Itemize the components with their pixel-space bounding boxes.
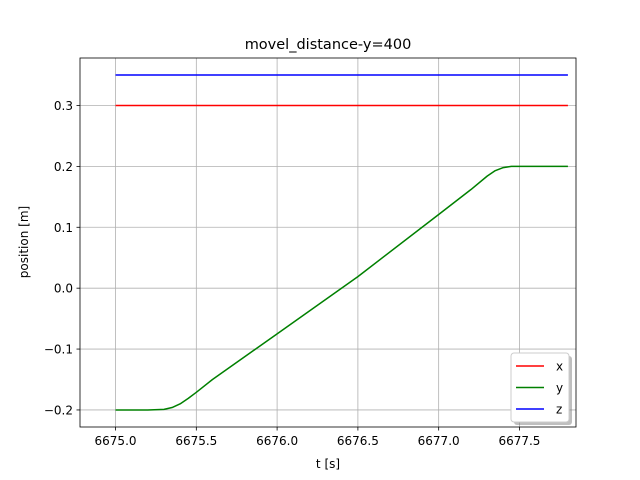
legend-label-y: y [556,381,563,395]
axis-ticks: 6675.0 6675.5 6676.0 6676.5 6677.0 6677.5 −0.2… [44,99,541,448]
y-tick-label: 0.3 [54,99,73,113]
y-tick-label: −0.1 [44,343,73,357]
grid-lines [80,58,576,427]
x-tick-label: 6675.5 [175,434,217,448]
y-tick-label: 0.0 [54,282,73,296]
y-axis-label: position [m] [17,206,31,278]
plot-lines [115,74,568,411]
series-line-y [115,165,568,411]
plot-frame [79,57,577,428]
x-tick-label: 6677.5 [498,434,540,448]
chart-title: movel_distance-y=400 [245,37,412,53]
x-tick-label: 6675.0 [95,434,137,448]
y-tick-label: −0.2 [44,403,73,417]
y-tick-label: 0.1 [54,221,73,235]
x-axis-label: t [s] [316,457,340,471]
legend-label-z: z [556,403,562,417]
x-tick-label: 6676.5 [337,434,379,448]
x-tick-label: 6677.0 [418,434,460,448]
legend-label-x: x [556,360,563,374]
x-tick-label: 6676.0 [256,434,298,448]
y-tick-label: 0.2 [54,160,73,174]
legend: xyz [510,352,572,425]
